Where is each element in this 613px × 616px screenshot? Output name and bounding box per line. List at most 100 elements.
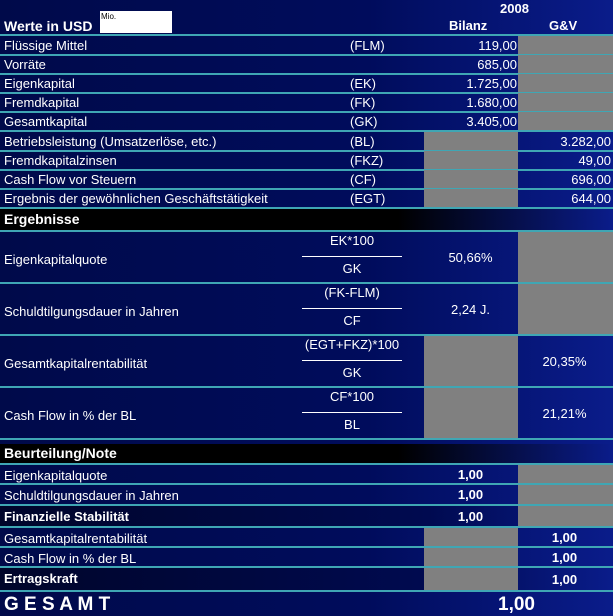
bilanz-value: 1.725,00 xyxy=(466,76,517,91)
input-row: Gesamtkapital (GK) 3.405,00 xyxy=(0,112,613,132)
grade-row: Schuldtilgungsdauer in Jahren 1,00 xyxy=(0,485,613,506)
bilanz-cell[interactable] xyxy=(424,132,518,150)
formula-denominator: GK xyxy=(342,365,362,380)
bilanz-cell xyxy=(424,568,518,590)
guv-cell[interactable] xyxy=(518,93,613,111)
guv-cell: 21,21% xyxy=(518,388,613,438)
row-abbr: (CF) xyxy=(350,172,376,187)
total-label: G E S A M T xyxy=(4,594,111,615)
bilanz-value: 685,00 xyxy=(477,57,517,72)
bilanz-cell[interactable]: 119,00 xyxy=(424,36,518,54)
result-row: Gesamtkapitalrentabilität (EGT+FKZ)*100 … xyxy=(0,336,613,388)
formula-denominator: CF xyxy=(343,313,361,328)
guv-cell xyxy=(518,465,613,483)
bilanz-cell[interactable] xyxy=(424,151,518,169)
grade-row: Finanzielle Stabilität 1,00 xyxy=(0,506,613,528)
bilanz-value: 3.405,00 xyxy=(466,114,517,129)
bilanz-cell[interactable]: 1.680,00 xyxy=(424,93,518,111)
guv-value: 1,00 xyxy=(551,571,578,587)
row-abbr: (EK) xyxy=(350,76,376,91)
bilanz-cell[interactable]: 1.725,00 xyxy=(424,74,518,92)
guv-cell: 1,00 xyxy=(518,528,613,546)
bilanz-value: 50,66% xyxy=(448,249,493,265)
total-row: G E S A M T 1,00 xyxy=(0,592,613,616)
row-label: Gesamtkapitalrentabilität xyxy=(4,356,148,371)
bilanz-cell: 1,00 xyxy=(424,506,518,526)
row-label: Schuldtilgungsdauer in Jahren xyxy=(4,488,179,503)
section-title: Beurteilung/Note xyxy=(4,445,117,461)
guv-cell[interactable]: 644,00 xyxy=(518,189,613,207)
guv-value: 20,35% xyxy=(542,353,587,369)
guv-cell xyxy=(518,232,613,282)
input-row: Fremdkapital (FK) 1.680,00 xyxy=(0,93,613,113)
grade-row: Cash Flow in % der BL 1,00 xyxy=(0,548,613,568)
guv-value: 1,00 xyxy=(551,549,578,565)
row-label: Eigenkapitalquote xyxy=(4,252,108,267)
row-abbr: (GK) xyxy=(350,114,378,129)
bilanz-value: 2,24 J. xyxy=(450,301,491,317)
header: Werte in USD Mio. 2008 Bilanz G&V xyxy=(0,0,613,36)
guv-value: 21,21% xyxy=(542,405,587,421)
bilanz-cell xyxy=(424,528,518,546)
year: 2008 xyxy=(500,1,529,16)
bilanz-cell xyxy=(424,336,518,386)
row-label: Betriebsleistung (Umsatzerlöse, etc.) xyxy=(4,134,217,149)
guv-cell xyxy=(518,284,613,334)
formula: (EGT+FKZ)*100 GK xyxy=(300,337,404,380)
row-label: Flüssige Mittel xyxy=(4,38,88,53)
guv-cell[interactable] xyxy=(518,112,613,130)
section-beurteilung: Beurteilung/Note xyxy=(0,444,613,465)
fraction-bar xyxy=(302,256,402,257)
fraction-bar xyxy=(302,412,402,413)
guv-cell[interactable]: 696,00 xyxy=(518,170,613,188)
row-label: Gesamtkapital xyxy=(4,114,88,129)
result-row: Eigenkapitalquote EK*100 GK 50,66% xyxy=(0,232,613,284)
guv-cell[interactable] xyxy=(518,36,613,54)
bilanz-cell[interactable]: 3.405,00 xyxy=(424,112,518,130)
input-row: Ergebnis der gewöhnlichen Geschäftstätig… xyxy=(0,189,613,209)
guv-cell[interactable] xyxy=(518,74,613,92)
input-row: Flüssige Mittel (FLM) 119,00 xyxy=(0,36,613,56)
grade-row: Eigenkapitalquote 1,00 xyxy=(0,465,613,485)
bilanz-cell[interactable]: 685,00 xyxy=(424,55,518,73)
grade-row: Ertragskraft 1,00 xyxy=(0,568,613,592)
formula-numerator: EK*100 xyxy=(329,233,375,248)
bilanz-cell: 1,00 xyxy=(424,485,518,504)
guv-cell: 1,00 xyxy=(518,568,613,590)
col-bilanz: Bilanz xyxy=(449,18,488,33)
row-label: Vorräte xyxy=(4,57,46,72)
row-label: Eigenkapitalquote xyxy=(4,468,108,483)
fraction-bar xyxy=(302,308,402,309)
row-label: Cash Flow in % der BL xyxy=(4,408,137,423)
row-label: Eigenkapital xyxy=(4,76,75,91)
formula-numerator: (EGT+FKZ)*100 xyxy=(304,337,400,352)
bilanz-cell xyxy=(424,388,518,438)
guv-cell[interactable] xyxy=(518,55,613,73)
guv-value: 3.282,00 xyxy=(560,134,611,149)
guv-cell xyxy=(518,485,613,504)
row-abbr: (FKZ) xyxy=(350,153,384,168)
total-value: 1,00 xyxy=(498,594,535,615)
bilanz-value: 1,00 xyxy=(457,466,484,482)
guv-cell[interactable]: 49,00 xyxy=(518,151,613,169)
guv-cell[interactable]: 3.282,00 xyxy=(518,132,613,150)
bilanz-cell[interactable] xyxy=(424,170,518,188)
input-row: Vorräte 685,00 xyxy=(0,55,613,75)
bilanz-cell: 1,00 xyxy=(424,465,518,483)
section-title: Ergebnisse xyxy=(4,211,80,227)
header-title: Werte in USD xyxy=(4,18,93,34)
bilanz-value: 1,00 xyxy=(457,487,484,502)
section-ergebnisse: Ergebnisse xyxy=(0,209,613,232)
input-row: Fremdkapitalzinsen (FKZ) 49,00 xyxy=(0,151,613,171)
formula: EK*100 GK xyxy=(300,233,404,276)
guv-cell xyxy=(518,506,613,526)
bilanz-cell[interactable] xyxy=(424,189,518,207)
guv-value: 49,00 xyxy=(578,153,611,168)
bilanz-value: 1,00 xyxy=(457,508,484,524)
bilanz-value: 1.680,00 xyxy=(466,95,517,110)
bilanz-value: 119,00 xyxy=(478,38,517,53)
row-label: Cash Flow vor Steuern xyxy=(4,172,137,187)
fraction-bar xyxy=(302,360,402,361)
formula: (FK-FLM) CF xyxy=(300,285,404,328)
unit-box[interactable]: Mio. xyxy=(100,11,172,33)
